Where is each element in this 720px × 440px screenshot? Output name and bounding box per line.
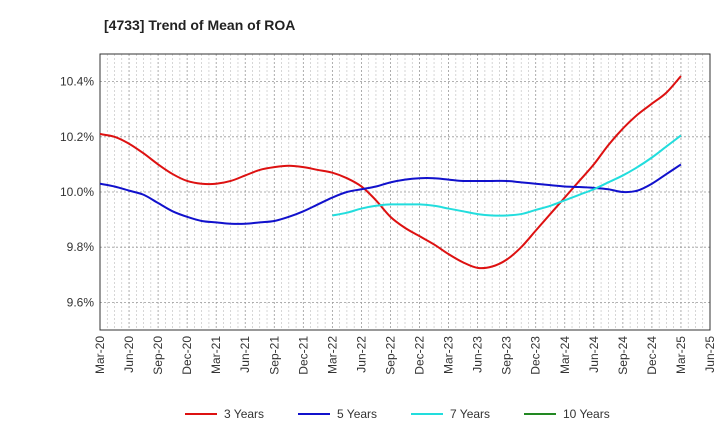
y-tick-label: 9.6%: [67, 295, 95, 309]
series-line-7-years: [332, 134, 682, 217]
chart-title: [4733] Trend of Mean of ROA: [104, 17, 295, 33]
x-tick-label: Sep-22: [383, 336, 397, 375]
y-tick-label: 9.8%: [67, 240, 95, 254]
series-line-3-years: [99, 75, 682, 270]
x-tick-label: Jun-25: [703, 336, 717, 373]
legend-label-5-years: 5 Years: [337, 407, 377, 421]
x-tick-label: Mar-21: [209, 336, 223, 374]
y-axis-ticks: 9.6% 9.8% 10.0% 10.2% 10.4%: [60, 75, 94, 310]
series-line-5-years: [99, 163, 682, 225]
y-tick-label: 10.0%: [60, 185, 94, 199]
x-tick-label: Dec-20: [180, 336, 194, 375]
legend-label-7-years: 7 Years: [450, 407, 490, 421]
x-tick-label: Mar-22: [325, 336, 339, 374]
x-tick-label: Mar-23: [442, 336, 456, 374]
x-tick-label: Jun-21: [238, 336, 252, 373]
x-tick-label: Jun-23: [471, 336, 485, 373]
x-tick-label: Dec-24: [645, 336, 659, 375]
y-tick-label: 10.4%: [60, 75, 94, 89]
x-tick-label: Jun-20: [122, 336, 136, 373]
x-tick-label: Sep-23: [500, 336, 514, 375]
y-tick-label: 10.2%: [60, 130, 94, 144]
x-axis-ticks: Mar-20 Jun-20 Sep-20 Dec-20 Mar-21 Jun-21 Sep-…: [93, 336, 717, 375]
x-tick-label: Dec-21: [296, 336, 310, 375]
x-tick-label: Mar-25: [674, 336, 688, 374]
x-tick-label: Jun-24: [587, 336, 601, 373]
x-tick-label: Sep-24: [616, 336, 630, 375]
series-lines: [99, 75, 682, 270]
x-tick-label: Jun-22: [354, 336, 368, 373]
legend-label-10-years: 10 Years: [563, 407, 610, 421]
x-tick-label: Sep-21: [267, 336, 281, 375]
legend: 3 Years 5 Years 7 Years 10 Years: [185, 407, 610, 421]
x-tick-label: Mar-24: [558, 336, 572, 374]
legend-label-3-years: 3 Years: [224, 407, 264, 421]
x-tick-label: Mar-20: [93, 336, 107, 374]
plot-area-border: [99, 53, 711, 331]
x-tick-label: Dec-22: [413, 336, 427, 375]
x-tick-label: Dec-23: [529, 336, 543, 375]
x-tick-label: Sep-20: [151, 336, 165, 375]
grid-lines: [100, 54, 710, 330]
